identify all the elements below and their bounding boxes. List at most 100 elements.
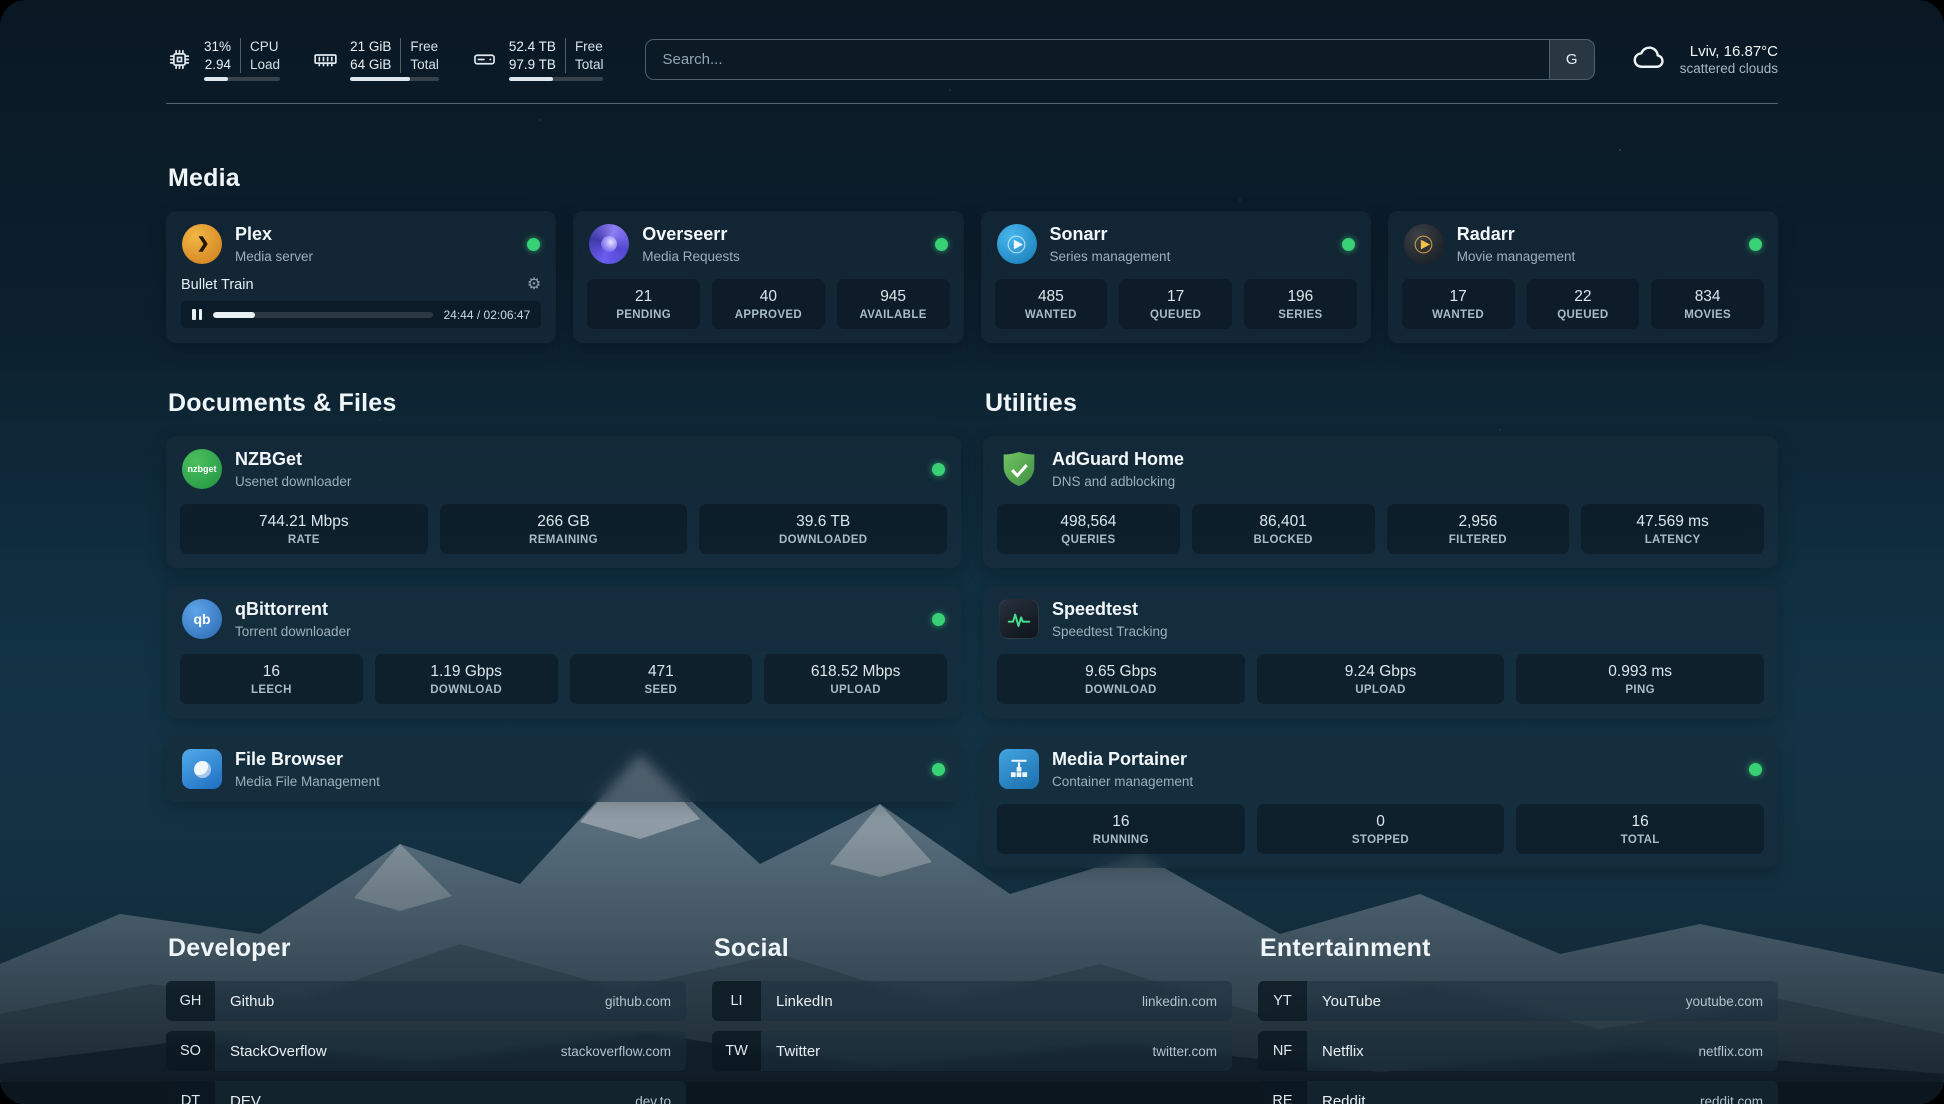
service-card-plex[interactable]: Plex Media server Bullet Train ⚙ 24:44 / 02:… xyxy=(166,211,557,344)
stat-seed: 471 SEED xyxy=(569,654,753,705)
service-card-speedtest[interactable]: Speedtest Speedtest Tracking 9.65 Gbps DOWN… xyxy=(983,586,1778,719)
stat-total: 16 TOTAL xyxy=(1516,804,1765,855)
bookmark-reddit[interactable]: RE Reddit reddit.com xyxy=(1258,1081,1778,1104)
bookmark-dev[interactable]: DT DEV dev.to xyxy=(166,1081,686,1104)
bookmark-name: LinkedIn xyxy=(776,992,833,1010)
stat-value: 2,956 xyxy=(1458,513,1498,531)
service-card-adguard-home[interactable]: AdGuard Home DNS and adblocking 498,564 QUE… xyxy=(983,436,1778,569)
memory-progress-track xyxy=(350,77,439,82)
bookmark-youtube[interactable]: YT YouTube youtube.com xyxy=(1258,981,1778,1022)
stat-upload: 9.24 Gbps UPLOAD xyxy=(1256,654,1505,705)
stat-value: 834 xyxy=(1694,288,1721,306)
service-card-overseerr[interactable]: Overseerr Media Requests 21 PENDING 40 APPROV… xyxy=(573,211,964,344)
service-description: Movie management xyxy=(1456,248,1576,264)
memory-progress-fill xyxy=(350,77,410,82)
service-header: Media Portainer Container management xyxy=(983,736,1778,802)
service-header: Overseerr Media Requests xyxy=(573,211,963,277)
service-title-block: Plex Media server xyxy=(235,224,313,264)
search-provider-button[interactable]: G xyxy=(1548,40,1594,80)
weather-widget[interactable]: Lviv, 16.87°C scattered clouds xyxy=(1631,39,1778,80)
stat-label: QUEUED xyxy=(1557,309,1609,322)
bookmark-netflix[interactable]: NF Netflix netflix.com xyxy=(1258,1031,1778,1072)
stat-leech: 16 LEECH xyxy=(180,654,363,705)
header-divider xyxy=(166,103,1778,105)
service-card-media-portainer[interactable]: Media Portainer Container management 16 RUN… xyxy=(983,736,1778,869)
disk-total: 97.9 TB xyxy=(508,56,556,72)
status-indicator-online xyxy=(1749,762,1762,776)
stat-available: 945 AVAILABLE xyxy=(836,279,950,330)
stat-label: WANTED xyxy=(1024,309,1077,322)
stat-stopped: 0 STOPPED xyxy=(1256,804,1505,855)
bookmark-group-entertainment: Entertainment YT YouTube youtube.com NF Netfl… xyxy=(1258,934,1778,1104)
bookmark-name: Netflix xyxy=(1322,1042,1364,1060)
disk-progress-fill xyxy=(508,77,554,82)
middle-columns: Documents & Files nzbget NZBGet Usenet dow… xyxy=(166,389,1778,869)
bookmark-linkedin[interactable]: LI LinkedIn linkedin.com xyxy=(712,981,1232,1022)
memory-widget: 21 GiB 64 GiB Free Total xyxy=(312,38,439,82)
bookmark-group-developer: Developer GH Github github.com SO StackOverfl… xyxy=(166,934,686,1104)
media-player: Bullet Train ⚙ 24:44 / 02:06:47 xyxy=(166,277,556,341)
service-description: Media server xyxy=(235,248,314,264)
service-header: Plex Media server xyxy=(166,211,556,277)
service-card-file-browser[interactable]: File Browser Media File Management xyxy=(166,736,961,803)
search-input[interactable] xyxy=(646,40,1549,80)
utilities-services-stack: AdGuard Home DNS and adblocking 498,564 QUE… xyxy=(983,436,1778,869)
service-header: qb qBittorrent Torrent downloader xyxy=(166,586,961,652)
settings-gear-icon[interactable]: ⚙ xyxy=(526,276,542,294)
stat-value: 22 xyxy=(1574,288,1592,306)
documents-services-stack: nzbget NZBGet Usenet downloader 744.21 Mbps… xyxy=(166,436,961,803)
bookmark-github[interactable]: GH Github github.com xyxy=(166,981,686,1022)
service-description: Usenet downloader xyxy=(235,473,352,489)
stat-value: 86,401 xyxy=(1259,513,1307,531)
cpu-load-label: Load xyxy=(250,56,281,72)
section-title-developer: Developer xyxy=(168,934,291,963)
stat-label: QUERIES xyxy=(1061,534,1116,547)
stat-label: REMAINING xyxy=(529,534,598,547)
pause-icon[interactable] xyxy=(192,309,202,321)
service-description: Container management xyxy=(1052,773,1194,789)
memory-free: 21 GiB xyxy=(350,39,392,54)
stat-blocked: 86,401 BLOCKED xyxy=(1191,504,1375,555)
stat-label: RATE xyxy=(287,534,320,547)
stat-value: 196 xyxy=(1287,288,1314,306)
playback-progress-track[interactable] xyxy=(213,311,433,318)
service-header: Radarr Movie management xyxy=(1388,211,1778,277)
bookmark-stackoverflow[interactable]: SO StackOverflow stackoverflow.com xyxy=(166,1031,686,1072)
bookmark-abbr: LI xyxy=(712,981,761,1022)
service-card-radarr[interactable]: Radarr Movie management 17 WANTED 22 QUEUED 83… xyxy=(1387,211,1778,344)
service-description: DNS and adblocking xyxy=(1052,473,1176,489)
memory-icon xyxy=(312,46,339,73)
service-name: AdGuard Home xyxy=(1052,449,1185,470)
service-stats-row: 17 WANTED 22 QUEUED 834 MOVIES xyxy=(1388,277,1778,343)
portainer-icon xyxy=(999,749,1039,790)
service-description: Speedtest Tracking xyxy=(1052,623,1168,639)
bookmark-url: netflix.com xyxy=(1698,1043,1763,1059)
stat-label: QUEUED xyxy=(1149,309,1202,322)
section-media: Media Plex Media server Bullet Train ⚙ 24:44… xyxy=(166,164,1778,344)
bookmark-twitter[interactable]: TW Twitter twitter.com xyxy=(712,1031,1232,1072)
service-header: Speedtest Speedtest Tracking xyxy=(983,586,1778,652)
service-card-sonarr[interactable]: Sonarr Series management 485 WANTED 17 QUEUED… xyxy=(980,211,1371,344)
service-name: qBittorrent xyxy=(235,599,328,620)
stat-download: 9.65 Gbps DOWNLOAD xyxy=(997,654,1245,705)
stat-label: LATENCY xyxy=(1644,534,1701,547)
stat-pending: 21 PENDING xyxy=(587,279,700,330)
section-title-media: Media xyxy=(168,164,240,193)
service-name: Overseerr xyxy=(642,224,728,245)
cpu-load: 2.94 xyxy=(204,56,232,72)
service-name: NZBGet xyxy=(235,449,302,470)
stat-ping: 0.993 ms PING xyxy=(1516,654,1765,705)
service-stats-row: 744.21 Mbps RATE 266 GB REMAINING 39.6 TB DOW… xyxy=(166,502,961,568)
stat-value: 16 xyxy=(1631,813,1649,831)
service-card-nzbget[interactable]: nzbget NZBGet Usenet downloader 744.21 Mbps… xyxy=(166,436,961,569)
cloud-icon xyxy=(1631,39,1667,80)
stat-label: WANTED xyxy=(1432,309,1485,322)
service-header: nzbget NZBGet Usenet downloader xyxy=(166,436,961,502)
stat-label: DOWNLOAD xyxy=(430,684,502,697)
stat-value: 17 xyxy=(1167,288,1185,306)
bookmark-url: github.com xyxy=(604,993,671,1009)
section-title-documents: Documents & Files xyxy=(168,389,397,418)
stat-label: AVAILABLE xyxy=(859,309,927,322)
service-name: Radarr xyxy=(1456,224,1515,245)
service-card-qbittorrent[interactable]: qb qBittorrent Torrent downloader 16 LEECH 1.… xyxy=(166,586,961,719)
